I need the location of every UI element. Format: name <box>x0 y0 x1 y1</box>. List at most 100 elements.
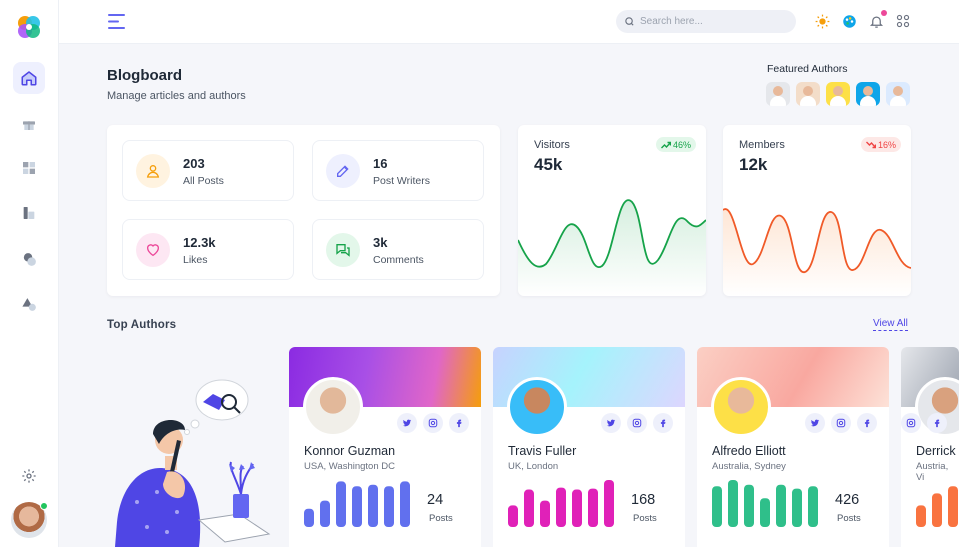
search-box[interactable] <box>616 10 796 33</box>
page-title: Blogboard <box>107 67 182 84</box>
author-social-links <box>397 413 469 433</box>
author-post-bar <box>572 489 582 527</box>
author-post-count: 168 <box>631 492 656 508</box>
twitter-icon[interactable] <box>805 413 825 433</box>
palette-button[interactable] <box>841 13 857 29</box>
instagram-icon[interactable] <box>831 413 851 433</box>
author-post-bar <box>728 479 738 527</box>
visitors-value: 45k <box>534 155 563 174</box>
facebook-icon[interactable] <box>653 413 673 433</box>
stat-label: Post Writers <box>373 175 430 187</box>
notifications-button[interactable] <box>868 10 887 29</box>
author-posts-chart <box>304 481 410 527</box>
stat-value: 16 <box>373 156 388 171</box>
apps-grid-icon <box>896 14 910 28</box>
palette-icon <box>842 14 856 28</box>
sun-icon <box>815 14 829 28</box>
instagram-icon[interactable] <box>901 413 921 433</box>
user-icon <box>136 154 170 188</box>
author-post-bar <box>712 486 722 527</box>
author-post-bar <box>760 498 770 527</box>
stat-value: 3k <box>373 235 388 250</box>
menu-icon[interactable] <box>108 14 125 29</box>
members-card: Members 12k 16% <box>723 125 911 296</box>
facebook-icon[interactable] <box>927 413 947 433</box>
stats-card: 203 All Posts 16 Post Writers 12.3k Like… <box>107 125 500 296</box>
gift-icon <box>23 121 35 130</box>
users-icon <box>23 252 36 266</box>
author-card[interactable]: Konnor Guzman USA, Washington DC 24 Post… <box>289 347 481 547</box>
files-icon <box>23 207 35 219</box>
members-change-badge: 16% <box>860 137 901 152</box>
featured-author-avatar[interactable] <box>826 82 850 106</box>
sidebar-item-shapes[interactable] <box>13 288 45 320</box>
featured-author-avatar[interactable] <box>856 82 880 106</box>
stat-tile: 3k Comments <box>312 219 484 280</box>
heart-icon <box>136 233 170 267</box>
author-posts-chart <box>712 479 818 527</box>
home-icon <box>21 71 37 86</box>
author-posts-label: Posts <box>633 513 657 524</box>
featured-author-avatar[interactable] <box>766 82 790 106</box>
stat-tile: 203 All Posts <box>122 140 294 201</box>
sidebar-item-files[interactable] <box>13 197 45 229</box>
twitter-icon[interactable] <box>397 413 417 433</box>
members-sparkline <box>723 208 911 296</box>
author-post-bar <box>932 493 942 527</box>
gear-icon <box>22 469 36 483</box>
sidebar-item-gifts[interactable] <box>13 108 45 140</box>
visitors-sparkline <box>518 199 706 296</box>
author-post-bar <box>948 486 958 527</box>
sidebar-item-users[interactable] <box>13 243 45 275</box>
twitter-icon[interactable] <box>601 413 621 433</box>
author-card[interactable]: Alfredo Elliott Australia, Sydney 426 Po… <box>697 347 889 547</box>
author-post-bar <box>792 488 802 527</box>
author-posts-chart <box>916 486 958 527</box>
featured-author-avatar[interactable] <box>886 82 910 106</box>
author-post-bar <box>540 500 550 527</box>
instagram-icon[interactable] <box>627 413 647 433</box>
trend-down-icon <box>865 141 876 148</box>
instagram-icon[interactable] <box>423 413 443 433</box>
stat-label: Likes <box>183 254 208 266</box>
logo-icon[interactable] <box>14 12 44 42</box>
top-authors-title: Top Authors <box>107 319 177 331</box>
author-post-bar <box>744 484 754 527</box>
author-post-bar <box>808 486 818 527</box>
visitors-title: Visitors <box>534 139 570 151</box>
author-card[interactable]: Derrick Austria, Vi <box>901 347 959 547</box>
featured-author-avatar[interactable] <box>796 82 820 106</box>
author-name: Travis Fuller <box>508 444 577 458</box>
sidebar-settings[interactable] <box>13 460 45 492</box>
members-title: Members <box>739 139 785 151</box>
author-social-links <box>805 413 877 433</box>
facebook-icon[interactable] <box>449 413 469 433</box>
author-post-bar <box>588 488 598 527</box>
bell-icon <box>869 16 883 28</box>
sidebar-item-dashboard[interactable] <box>13 152 45 184</box>
grid-icon <box>23 162 35 174</box>
featured-authors-title: Featured Authors <box>767 63 848 75</box>
author-post-bar <box>320 500 330 527</box>
author-avatar <box>303 377 363 437</box>
apps-button[interactable] <box>895 13 911 29</box>
author-post-bar <box>384 486 394 527</box>
author-post-bar <box>556 487 566 527</box>
featured-authors-list <box>766 82 910 106</box>
members-value: 12k <box>739 155 768 174</box>
user-avatar[interactable] <box>11 502 48 538</box>
author-post-bar <box>508 505 518 527</box>
sidebar <box>0 0 59 547</box>
stat-label: Comments <box>373 254 424 266</box>
stat-value: 12.3k <box>183 235 216 250</box>
author-post-bar <box>604 479 614 527</box>
theme-toggle[interactable] <box>814 13 830 29</box>
view-all-link[interactable]: View All <box>873 318 908 331</box>
author-card[interactable]: Travis Fuller UK, London 168 Posts <box>493 347 685 547</box>
search-input[interactable] <box>640 16 780 27</box>
search-icon <box>625 17 634 26</box>
facebook-icon[interactable] <box>857 413 877 433</box>
author-post-bar <box>304 508 314 527</box>
author-post-bar <box>352 486 362 527</box>
sidebar-item-home[interactable] <box>13 62 45 94</box>
